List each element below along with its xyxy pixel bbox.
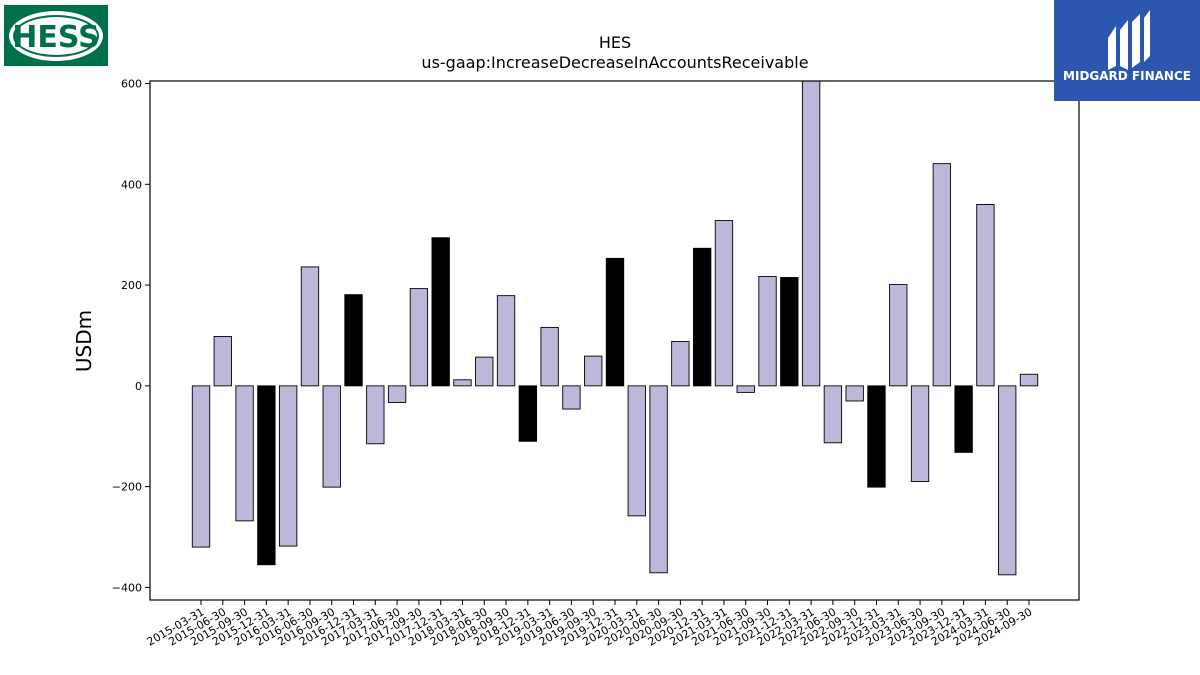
bar bbox=[1019, 373, 1039, 387]
bar bbox=[801, 80, 821, 387]
bar bbox=[387, 385, 407, 403]
bar bbox=[649, 385, 668, 574]
bar bbox=[605, 257, 625, 387]
bar bbox=[213, 336, 232, 387]
bar bbox=[366, 385, 385, 445]
plot-frame bbox=[149, 80, 1080, 601]
bar bbox=[671, 341, 690, 387]
bar bbox=[714, 220, 734, 387]
y-tick-label: 0 bbox=[135, 380, 142, 393]
bar bbox=[736, 385, 755, 393]
bar bbox=[780, 277, 799, 387]
bar bbox=[584, 355, 603, 387]
bar bbox=[300, 266, 320, 387]
bar bbox=[823, 385, 843, 444]
y-axis-ticks: −400 −200 0 200 400 600 bbox=[112, 78, 150, 594]
chart-subtitle: us-gaap:IncreaseDecreaseInAccountsReceiv… bbox=[421, 53, 808, 72]
x-axis-ticks: 2015-03-312015-06-302015-09-302015-12-31… bbox=[145, 600, 1035, 649]
y-axis-label: USDm bbox=[72, 310, 96, 372]
bar bbox=[518, 385, 538, 442]
y-tick-label: −200 bbox=[112, 481, 142, 494]
bars-group bbox=[191, 80, 1039, 576]
bar bbox=[910, 385, 930, 483]
bar bbox=[344, 294, 363, 387]
bar bbox=[278, 385, 298, 547]
bar bbox=[409, 288, 429, 387]
bar bbox=[322, 385, 341, 488]
y-tick-label: 200 bbox=[121, 279, 142, 292]
midgard-logo-text: MIDGARD FINANCE bbox=[1063, 69, 1191, 83]
y-tick-label: 400 bbox=[121, 178, 142, 191]
bar bbox=[954, 385, 973, 453]
y-tick-label: 600 bbox=[121, 78, 142, 91]
bar bbox=[191, 385, 211, 548]
chart-title: HES bbox=[599, 33, 631, 52]
midgard-finance-logo: MIDGARD FINANCE bbox=[1054, 0, 1200, 101]
bar bbox=[453, 379, 472, 387]
bar bbox=[998, 385, 1017, 576]
bar bbox=[475, 356, 494, 387]
bar bbox=[540, 326, 559, 387]
bar bbox=[692, 247, 712, 387]
bar bbox=[845, 385, 864, 402]
bar bbox=[496, 295, 516, 387]
bar bbox=[758, 276, 777, 387]
y-tick-label: −400 bbox=[112, 581, 142, 594]
bar bbox=[976, 203, 995, 387]
bar bbox=[867, 385, 886, 488]
midgard-emblem-icon bbox=[1108, 10, 1150, 70]
bar bbox=[257, 385, 276, 566]
bar bbox=[932, 163, 952, 387]
bar bbox=[562, 385, 581, 410]
bar bbox=[235, 385, 254, 522]
bar bbox=[431, 237, 450, 387]
hess-logo: HESS bbox=[4, 5, 108, 66]
hess-logo-text: HESS bbox=[12, 20, 99, 55]
bar bbox=[889, 284, 908, 387]
bar bbox=[627, 385, 646, 517]
